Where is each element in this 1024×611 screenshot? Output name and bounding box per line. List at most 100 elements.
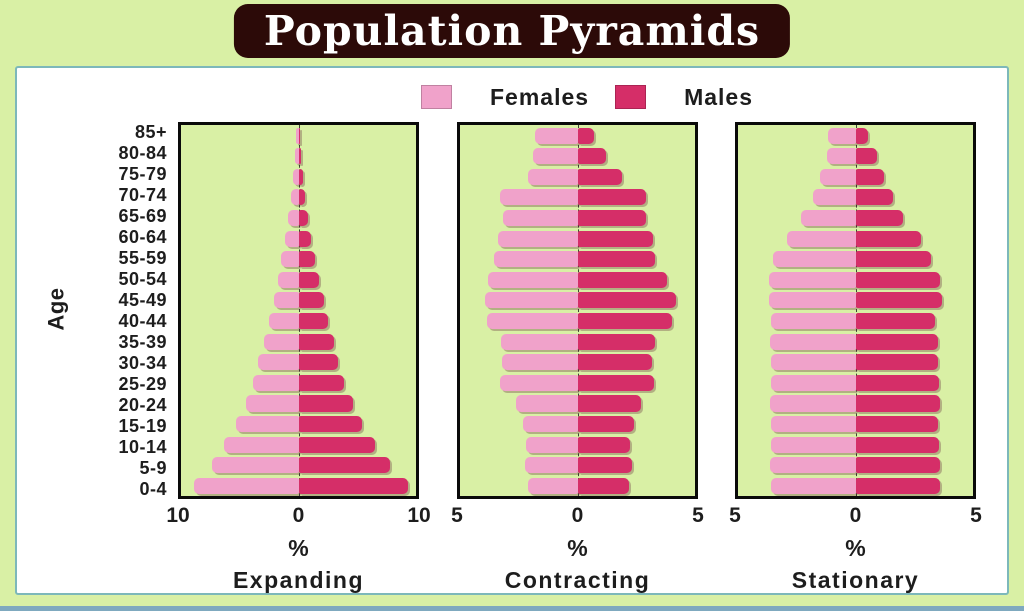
- female-bar: [502, 354, 578, 371]
- female-bar: [488, 271, 578, 288]
- male-bar: [577, 292, 677, 309]
- male-bar: [855, 271, 941, 288]
- female-bar: [768, 271, 856, 288]
- x-axis-title: %: [288, 535, 309, 561]
- male-bar: [298, 354, 339, 371]
- pyramid-caption-stationary: Stationary: [791, 567, 920, 593]
- x-tick-label: 0: [571, 504, 584, 527]
- age-tick-label: 5-9: [139, 458, 167, 478]
- pyramid-row-45-49: [460, 290, 695, 311]
- male-bar: [577, 416, 634, 433]
- female-bar: [523, 416, 578, 433]
- age-tick-label: 0-4: [139, 479, 167, 499]
- pyramid-row-25-29: [181, 372, 416, 393]
- age-tick-label: 10-14: [118, 437, 167, 457]
- female-bar: [287, 209, 299, 227]
- pyramid-row-20-24: [181, 393, 416, 414]
- pyramid-row-65-69: [181, 207, 416, 228]
- male-bar: [577, 333, 656, 350]
- pyramid-expanding: 10 0 10 % Expanding: [166, 122, 431, 598]
- pyramid-row-65-69: [738, 207, 973, 228]
- male-bar: [577, 457, 632, 474]
- male-bar: [577, 436, 631, 453]
- age-tick-label: 45-49: [118, 290, 167, 310]
- pyramid-row-85+: [738, 125, 973, 146]
- pyramid-row-5-9: [738, 455, 973, 476]
- pyramid-row-5-9: [181, 455, 416, 476]
- female-bar: [263, 333, 299, 350]
- pyramid-row-25-29: [738, 372, 973, 393]
- legend-item-males: Males: [615, 84, 753, 111]
- male-bar: [577, 230, 653, 247]
- male-bar: [298, 209, 309, 227]
- x-axis-title: %: [845, 535, 866, 561]
- male-bar: [298, 292, 324, 309]
- male-bar: [577, 312, 672, 330]
- stationary-x-axis: 5 0 5: [729, 504, 982, 528]
- pyramid-row-80-84: [738, 146, 973, 167]
- female-bar: [281, 251, 299, 268]
- male-bar: [298, 312, 329, 330]
- x-tick-label: 5: [451, 504, 463, 527]
- age-tick-label: 60-64: [118, 227, 167, 247]
- center-axis-line: [298, 125, 300, 496]
- male-bar: [855, 251, 931, 268]
- male-bar: [298, 416, 362, 433]
- contracting-x-axis: 5 0 5: [451, 504, 704, 528]
- chart-card: Females Males Age 85+ 80-84 75-79 70-74 65-6…: [15, 66, 1009, 595]
- x-tick-label: 5: [692, 504, 704, 527]
- female-bar: [236, 416, 299, 433]
- males-legend-swatch: [615, 85, 647, 109]
- male-bar: [855, 209, 903, 227]
- pyramid-row-20-24: [738, 393, 973, 414]
- female-bar: [801, 209, 856, 227]
- female-bar: [296, 127, 299, 144]
- legend-item-females: Females: [421, 84, 589, 111]
- female-bar: [293, 168, 299, 185]
- pyramid-row-75-79: [738, 166, 973, 187]
- female-bar: [770, 477, 856, 494]
- pyramid-row-20-24: [460, 393, 695, 414]
- female-bar: [494, 251, 578, 268]
- male-bar: [855, 436, 939, 453]
- pyramid-row-65-69: [460, 207, 695, 228]
- male-bar: [577, 189, 646, 206]
- pyramid-row-60-64: [181, 228, 416, 249]
- age-tick-label: 40-44: [118, 311, 167, 331]
- page-title: Population Pyramids: [233, 4, 791, 58]
- male-bar: [855, 457, 941, 474]
- pyramid-caption-expanding: Expanding: [232, 567, 365, 593]
- age-tick-label: 65-69: [118, 206, 167, 226]
- male-bar: [855, 477, 941, 494]
- y-axis-title: Age: [43, 287, 69, 331]
- males-legend-label: Males: [684, 83, 753, 110]
- pyramid-row-75-79: [181, 166, 416, 187]
- pyramid-caption-contracting: Contracting: [504, 567, 651, 593]
- male-bar: [577, 168, 623, 185]
- age-tick-label: 80-84: [118, 143, 167, 163]
- male-bar: [855, 148, 877, 165]
- pyramid-row-85+: [181, 125, 416, 146]
- female-bar: [769, 333, 856, 350]
- stationary-plot-area: [735, 122, 976, 499]
- male-bar: [298, 436, 375, 453]
- age-tick-label: 70-74: [118, 185, 167, 205]
- pyramid-row-35-39: [738, 331, 973, 352]
- pyramid-row-0-4: [738, 475, 973, 496]
- pyramid-row-70-74: [738, 187, 973, 208]
- age-tick-label: 15-19: [118, 416, 167, 436]
- male-bar: [577, 209, 646, 227]
- female-bar: [273, 292, 299, 309]
- pyramid-row-30-34: [460, 352, 695, 373]
- female-bar: [501, 333, 578, 350]
- contracting-plot-area: [457, 122, 698, 499]
- pyramid-row-50-54: [460, 269, 695, 290]
- legend: Females Males: [177, 84, 997, 110]
- pyramid-row-0-4: [460, 475, 695, 496]
- male-bar: [298, 251, 315, 268]
- age-tick-label: 75-79: [118, 164, 167, 184]
- x-axis-title: %: [567, 535, 588, 561]
- females-legend-label: Females: [490, 83, 590, 110]
- pyramid-row-45-49: [181, 290, 416, 311]
- age-tick-label: 20-24: [118, 395, 167, 415]
